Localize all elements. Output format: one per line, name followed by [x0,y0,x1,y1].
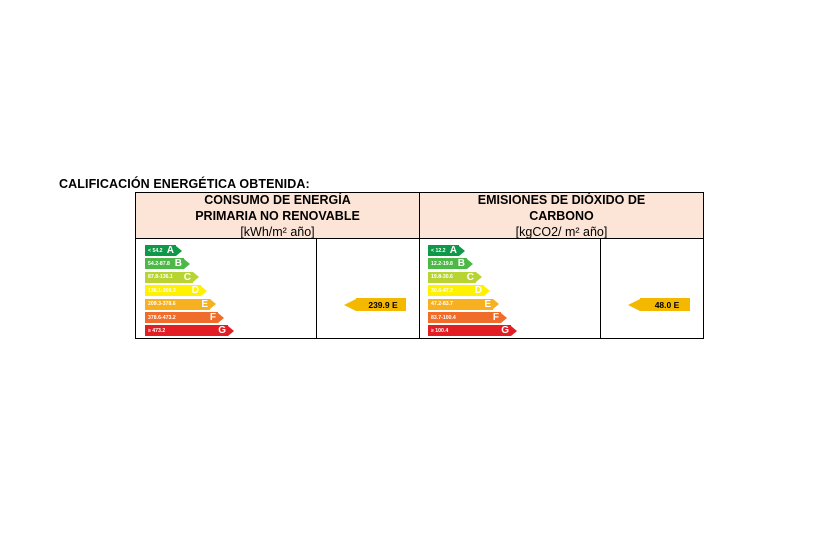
consumption-class-arrow-tip [201,285,207,296]
consumption-class-c: 87.8-136.1 C [145,271,199,283]
section-divider [419,239,420,338]
consumption-class-e: 209.3-378.6 E [145,298,216,310]
consumption-header: CONSUMO DE ENERGÍA PRIMARIA NO RENOVABLE… [136,193,420,239]
emissions-class-range: < 12.2 [431,247,446,254]
consumption-class-letter: F [209,312,216,323]
emissions-class-b: 12.2-19.8 B [428,258,473,270]
emissions-result-arrow-tip [628,298,640,311]
emissions-class-arrow-tip [511,325,517,336]
emissions-class-f: 83.7-100.4 F [428,312,507,323]
emissions-class-arrow-tip [459,245,465,256]
consumption-class-range: < 54.2 [148,247,163,254]
emissions-class-letter: F [492,312,499,323]
consumption-class-range: 136.1-209.3 [148,287,176,294]
consumption-unit: [kWh/m² año] [240,224,315,239]
emissions-column-divider [600,239,601,338]
emissions-class-range: 30.6-47.2 [431,287,453,294]
emissions-class-letter: D [474,285,482,297]
consumption-class-f: 378.6-473.2 F [145,312,224,323]
consumption-class-arrow-tip [228,325,234,336]
emissions-class-bar: 30.6-47.2 D [428,285,484,297]
emissions-class-range: ≥ 100.4 [431,327,449,334]
emissions-class-range: 47.2-83.7 [431,301,453,308]
consumption-class-letter: G [218,325,226,337]
emissions-class-bar: 12.2-19.8 B [428,258,467,270]
consumption-class-letter: D [191,285,199,297]
consumption-column-divider [316,239,317,338]
consumption-class-arrow-tip [176,245,182,256]
emissions-class-letter: B [457,258,465,270]
consumption-class-range: ≥ 473.2 [148,327,166,334]
emissions-class-range: 83.7-100.4 [431,314,456,321]
consumption-class-range: 54.2-87.8 [148,260,170,267]
emissions-class-g: ≥ 100.4 G [428,325,517,337]
consumption-class-bar: 378.6-473.2 F [145,312,218,323]
emissions-result-arrow: 48.0 E [628,298,690,311]
emissions-result-label: 48.0 E [640,298,690,311]
emissions-class-arrow-tip [476,272,482,283]
section-heading: CALIFICACIÓN ENERGÉTICA OBTENIDA: [59,177,310,191]
emissions-class-letter: A [449,245,457,256]
consumption-title-line1: CONSUMO DE ENERGÍA [204,192,351,207]
consumption-class-b: 54.2-87.8 B [145,258,190,270]
consumption-class-arrow-tip [184,258,190,269]
emissions-class-arrow-tip [467,258,473,269]
consumption-class-letter: A [166,245,174,256]
consumption-class-arrow-tip [218,312,224,323]
consumption-class-bar: 136.1-209.3 D [145,285,201,297]
consumption-class-letter: E [201,298,208,310]
consumption-class-bar: < 54.2 A [145,245,176,256]
emissions-class-letter: E [484,298,491,310]
consumption-class-bar: 209.3-378.6 E [145,298,210,310]
emissions-title-line2: CARBONO [529,208,594,223]
emissions-unit: [kgCO2/ m² año] [515,224,608,239]
consumption-class-arrow-tip [210,299,216,310]
consumption-class-g: ≥ 473.2 G [145,325,234,337]
consumption-class-bar: 54.2-87.8 B [145,258,184,270]
emissions-class-range: 19.8-30.6 [431,274,453,281]
emissions-title-line1: EMISIONES DE DIÓXIDO DE [477,192,646,207]
emissions-class-a: < 12.2 A [428,245,465,256]
consumption-class-arrow-tip [193,272,199,283]
rating-table: CONSUMO DE ENERGÍA PRIMARIA NO RENOVABLE… [135,192,704,339]
consumption-class-d: 136.1-209.3 D [145,285,207,297]
emissions-class-letter: C [466,271,474,283]
emissions-class-c: 19.8-30.6 C [428,271,482,283]
emissions-class-bar: < 12.2 A [428,245,459,256]
emissions-class-e: 47.2-83.7 E [428,298,499,310]
consumption-class-letter: C [183,271,191,283]
consumption-class-letter: B [174,258,182,270]
emissions-class-letter: G [501,325,509,337]
consumption-result-label: 239.9 E [356,298,406,311]
consumption-class-a: < 54.2 A [145,245,182,256]
emissions-header: EMISIONES DE DIÓXIDO DE CARBONO [kgCO2/ … [420,193,703,239]
emissions-class-bar: 83.7-100.4 F [428,312,501,323]
consumption-class-bar: ≥ 473.2 G [145,325,228,337]
consumption-title-line2: PRIMARIA NO RENOVABLE [195,208,360,223]
consumption-result-arrow-tip [344,298,356,311]
emissions-class-arrow-tip [484,285,490,296]
emissions-class-bar: 19.8-30.6 C [428,271,476,283]
consumption-class-bar: 87.8-136.1 C [145,271,193,283]
emissions-class-d: 30.6-47.2 D [428,285,490,297]
consumption-class-range: 209.3-378.6 [148,301,176,308]
emissions-class-arrow-tip [493,299,499,310]
consumption-class-range: 378.6-473.2 [148,314,176,321]
consumption-class-range: 87.8-136.1 [148,274,173,281]
consumption-result-arrow: 239.9 E [344,298,406,311]
emissions-class-range: 12.2-19.8 [431,260,453,267]
emissions-class-arrow-tip [501,312,507,323]
emissions-class-bar: 47.2-83.7 E [428,298,493,310]
emissions-class-bar: ≥ 100.4 G [428,325,511,337]
